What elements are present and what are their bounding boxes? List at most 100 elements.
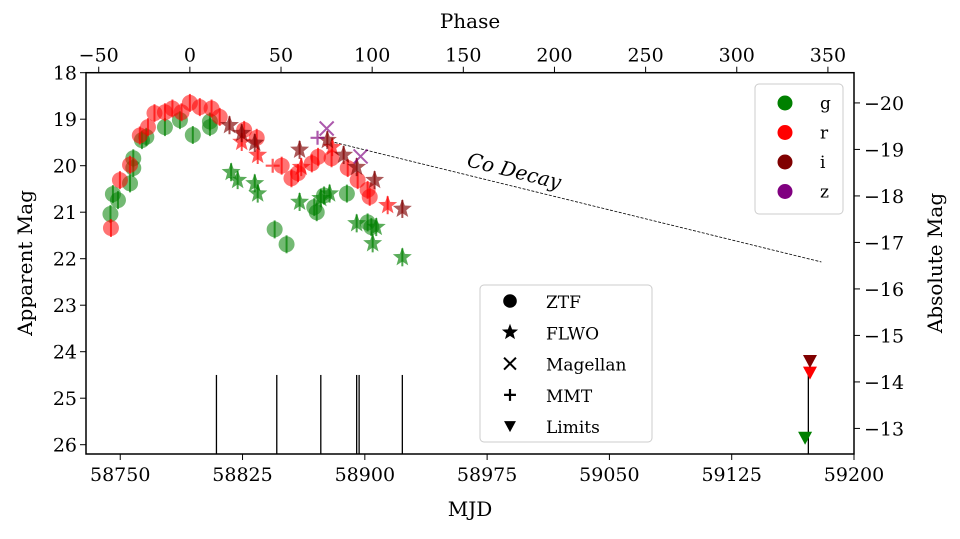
data-point-g-ztf <box>308 204 325 221</box>
top-tick-label: 100 <box>354 45 390 67</box>
co-decay-annotation: Co Decay <box>465 148 565 195</box>
data-point-g-limits <box>798 431 813 445</box>
legend-marker-triangle-down <box>504 421 516 433</box>
x-tick-label: 59050 <box>579 464 639 486</box>
data-point-g-flwo <box>245 173 265 192</box>
data-point-g-ztf <box>184 127 201 144</box>
right-tick-label: −15 <box>864 325 904 347</box>
x-tick-label: 58900 <box>335 464 395 486</box>
data-point-g-flwo <box>248 183 268 202</box>
data-point-i-flwo <box>347 157 367 176</box>
data-point-i-flwo <box>317 130 337 149</box>
legend-marker-z <box>777 184 793 199</box>
data-point-g-ztf <box>278 236 295 253</box>
data-point-g-flwo <box>311 188 331 207</box>
legend-marker-i <box>777 154 793 170</box>
right-tick-label: −16 <box>864 279 904 301</box>
x-tick-label: 58975 <box>457 464 517 486</box>
data-point-r-ztf <box>273 157 290 174</box>
top-tick-label: 200 <box>536 45 572 67</box>
right-tick-label: −14 <box>864 372 904 394</box>
legend-label-ztf: ZTF <box>546 293 581 313</box>
data-point-i-limits <box>802 355 817 368</box>
data-point-r-mmt <box>265 158 280 173</box>
data-point-i-flwo <box>290 139 310 158</box>
x-tick-label: 59200 <box>824 464 884 486</box>
data-point-r-limits <box>802 366 817 380</box>
data-point-g-ztf <box>156 119 173 136</box>
data-point-g-ztf <box>266 221 283 238</box>
instrument-legend: ZTF FLWO Magellan MMT Limits <box>479 284 653 443</box>
legend-marker-circle <box>503 294 517 308</box>
x-tick-label: 59125 <box>701 464 761 486</box>
legend-label-flwo: FLWO <box>546 324 599 344</box>
y-tick-label: 20 <box>53 156 77 178</box>
legend-label-z: z <box>820 183 829 203</box>
y-tick-label: 22 <box>53 249 77 271</box>
legend-label-i: i <box>820 153 826 173</box>
data-point-r-flwo <box>378 195 398 214</box>
data-point-i-flwo <box>245 132 265 152</box>
data-point-r-ztf <box>111 172 128 189</box>
co-decay-line <box>334 142 822 263</box>
data-point-g-flwo <box>320 183 340 202</box>
filter-legend-box <box>754 83 844 215</box>
plot-frame <box>85 71 855 455</box>
data-point-g-flwo <box>363 233 383 252</box>
data-point-r-ztf <box>349 172 366 189</box>
data-point-i-flwo <box>365 170 385 189</box>
legend-label-limits: Limits <box>546 418 600 438</box>
y-tick-label: 26 <box>53 435 77 457</box>
top-tick-label: 150 <box>445 45 481 67</box>
y-axis-label: Apparent Mag <box>13 190 37 337</box>
top-tick-label: 0 <box>184 45 196 67</box>
legend-marker-x <box>503 356 517 371</box>
right-tick-label: −19 <box>864 139 904 161</box>
data-point-i-flwo <box>219 115 240 134</box>
legend-label-r: r <box>820 124 829 144</box>
y-tick-label: 21 <box>53 202 77 224</box>
data-point-r-ztf <box>361 188 378 205</box>
data-point-g-flwo <box>347 213 367 232</box>
data-point-g-flwo <box>221 162 241 181</box>
data-point-i-flwo <box>334 145 354 164</box>
right-axis-label: Absolute Mag <box>923 193 947 334</box>
data-point-g-flwo <box>366 217 386 236</box>
data-point-g-ztf <box>102 206 119 223</box>
legend-label-g: g <box>820 94 831 114</box>
data-point-r-ztf <box>139 119 156 136</box>
legend-label-magellan: Magellan <box>546 356 626 376</box>
y-tick-label: 19 <box>53 109 77 131</box>
x-tick-label: 58825 <box>212 464 272 486</box>
data-point-r-ztf <box>122 156 139 173</box>
data-point-z-mmt <box>310 130 325 145</box>
legend-marker-star <box>501 323 519 340</box>
data-point-g-flwo <box>228 170 248 189</box>
y-tick-label: 18 <box>53 63 77 85</box>
y-tick-label: 25 <box>53 388 77 410</box>
top-tick-label: 250 <box>627 45 663 67</box>
legend-marker-plus <box>504 388 516 401</box>
right-tick-label: −18 <box>864 186 904 208</box>
data-point-r-ztf <box>102 220 119 237</box>
top-tick-label: −50 <box>79 45 119 67</box>
x-tick-label: 58750 <box>90 464 150 486</box>
data-point-r-ztf <box>211 108 228 125</box>
data-marks <box>102 93 822 454</box>
instrument-legend-box <box>479 284 653 443</box>
axes: 58750 58825 58900 58975 59050 59125 59200 18 19 2… <box>53 45 904 486</box>
data-point-r-flwo <box>291 157 311 176</box>
top-axis-label: Phase <box>440 9 500 33</box>
y-tick-label: 23 <box>53 295 77 317</box>
right-tick-label: −13 <box>864 418 904 440</box>
top-tick-label: 300 <box>719 45 755 67</box>
data-point-i-flwo <box>232 123 252 142</box>
data-point-g-ztf <box>109 192 126 209</box>
data-point-g-ztf <box>338 185 355 202</box>
data-point-g-flwo <box>290 191 310 211</box>
data-point-r-flwo <box>248 145 268 164</box>
data-point-i-flwo <box>392 198 412 218</box>
x-axis-label: MJD <box>448 497 493 521</box>
